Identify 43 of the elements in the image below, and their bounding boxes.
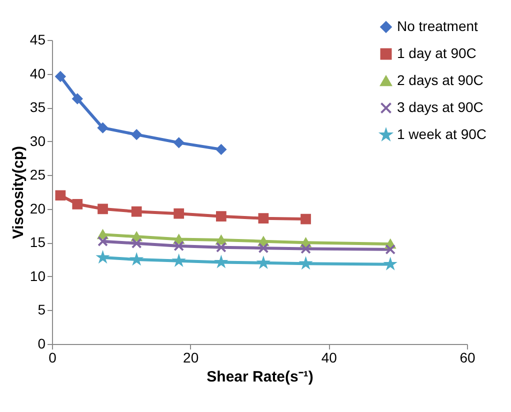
x-tick-label: 20 — [183, 350, 199, 366]
point — [385, 244, 396, 255]
point — [72, 94, 83, 104]
point — [98, 236, 108, 246]
x-tick-label: 60 — [460, 350, 476, 366]
point — [98, 204, 108, 214]
y-tick-label: 15 — [30, 234, 46, 250]
point — [258, 213, 269, 224]
point — [216, 235, 226, 245]
point — [55, 71, 66, 82]
point — [72, 198, 83, 210]
point — [131, 238, 142, 249]
point — [55, 190, 66, 201]
point — [216, 211, 226, 222]
y-tick-label: 5 — [38, 302, 46, 318]
point — [216, 242, 226, 253]
legend-label: 1 week at 90C — [397, 126, 486, 142]
y-tick-label: 20 — [30, 200, 46, 216]
y-tick-label: 0 — [38, 336, 46, 352]
legend-label: No treatment — [397, 18, 478, 34]
point — [300, 214, 311, 224]
point — [98, 122, 108, 134]
point — [216, 144, 226, 155]
x-axis-title: Shear Rate(s⁻¹) — [206, 368, 314, 386]
y-tick-label: 35 — [30, 99, 46, 116]
y-axis-title: Viscosity(cp) — [10, 146, 27, 240]
x-tick-label: 40 — [321, 350, 338, 366]
point — [174, 208, 184, 219]
y-tick-label: 10 — [30, 268, 46, 284]
y-tick-label: 25 — [30, 166, 46, 183]
y-tick-label: 30 — [30, 132, 46, 149]
x-tick-label: 0 — [48, 350, 57, 366]
point — [131, 206, 142, 217]
y-tick-label: 45 — [30, 32, 46, 48]
point — [300, 244, 311, 254]
y-tick-label: 40 — [30, 65, 46, 82]
point — [131, 129, 142, 140]
point — [174, 240, 184, 252]
point — [258, 242, 269, 254]
point — [174, 138, 184, 148]
legend-label: 3 days at 90C — [397, 99, 484, 115]
legend-label: 2 days at 90C — [397, 72, 484, 88]
legend-label: 1 day at 90C — [397, 45, 476, 61]
